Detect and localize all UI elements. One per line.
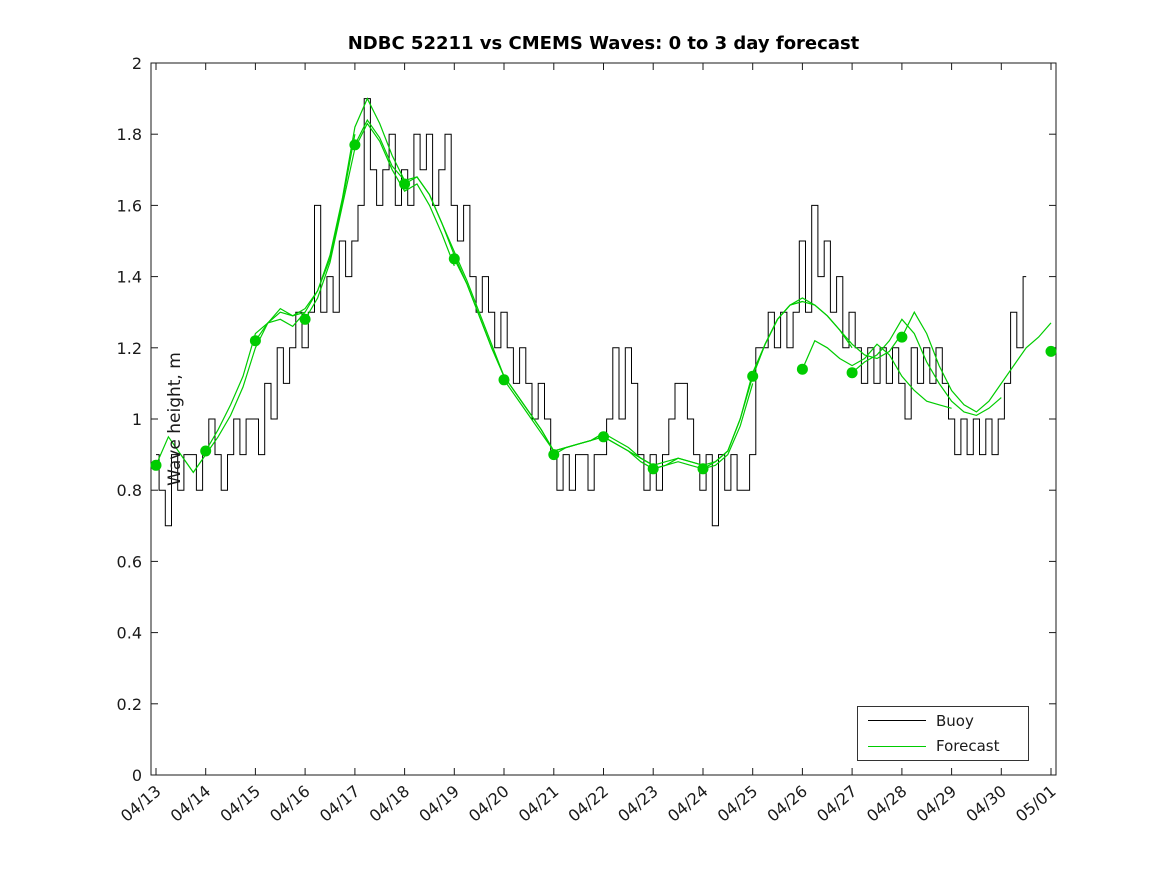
legend-label-forecast: Forecast [936,737,1000,756]
forecast-marker [498,374,510,386]
x-tick-label: 04/26 [763,782,811,826]
y-tick-label: 1.4 [117,268,142,287]
axes-box [150,62,1057,776]
forecast-marker [747,370,759,382]
forecast-line [453,258,604,452]
x-tick-label: 04/28 [863,782,911,826]
forecast-marker [647,463,659,475]
y-tick-label: 1.2 [117,339,142,358]
forecast-line [254,97,406,342]
y-axis-label: Wave height, m [165,352,185,486]
forecast-line-sample [868,745,926,747]
y-tick-label: 0.6 [117,552,142,571]
legend-entry-forecast: Forecast [858,734,1028,758]
forecast-marker [796,363,808,375]
legend: Buoy Forecast [857,706,1029,761]
forecast-marker [548,449,560,461]
y-tick-label: 0.4 [117,624,142,643]
forecast-marker [249,335,261,347]
forecast-marker [399,178,411,190]
x-tick-label: 04/13 [117,782,165,826]
forecast-line [603,383,754,470]
forecast-line [702,300,853,470]
x-tick-label: 04/15 [216,782,264,826]
buoy-line-sample [868,720,926,722]
forecast-line [553,432,704,466]
forecast-line [354,118,505,377]
forecast-marker [846,367,858,379]
forecast-line [304,122,455,320]
forecast-line [901,310,1052,413]
x-tick-label: 04/20 [465,782,513,826]
legend-label-buoy: Buoy [936,711,974,730]
forecast-marker [299,313,311,325]
y-tick-label: 0 [132,766,142,785]
x-tick-label: 04/21 [515,782,563,826]
forecast-marker [349,139,361,151]
forecast-marker [896,331,908,343]
x-tick-label: 04/17 [316,782,364,826]
x-tick-label: 04/24 [664,782,712,826]
x-tick-label: 04/18 [366,782,414,826]
forecast-line [752,297,903,377]
x-tick-label: 04/14 [167,782,215,826]
y-tick-label: 1.8 [117,125,142,144]
forecast-marker [1045,345,1057,357]
x-tick-label: 04/27 [813,782,861,826]
forecast-line [155,307,306,474]
forecast-marker [150,459,162,471]
y-tick-label: 0.8 [117,481,142,500]
forecast-line [653,300,803,470]
forecast-line [851,318,1002,417]
y-tick-label: 1 [132,410,142,429]
forecast-line [801,339,952,409]
y-tick-label: 1.6 [117,196,142,215]
forecast-line [404,176,555,452]
x-tick-label: 04/30 [962,782,1010,826]
forecast-line [205,134,356,452]
buoy-line [156,98,1027,527]
forecast-marker [598,431,609,443]
y-tick-label: 2 [132,54,142,73]
forecast-marker [697,463,709,475]
x-tick-label: 05/01 [1012,782,1060,826]
legend-entry-buoy: Buoy [858,709,1028,733]
x-tick-label: 04/29 [913,782,961,826]
x-tick-label: 04/19 [415,782,463,826]
forecast-marker [448,253,460,265]
x-tick-label: 04/16 [266,782,314,826]
chart-title: NDBC 52211 vs CMEMS Waves: 0 to 3 day fo… [347,33,860,54]
x-tick-label: 04/22 [565,782,613,826]
x-tick-label: 04/25 [714,782,762,826]
y-tick-label: 0.2 [117,695,142,714]
forecast-marker [200,445,212,457]
x-tick-label: 04/23 [614,782,662,826]
